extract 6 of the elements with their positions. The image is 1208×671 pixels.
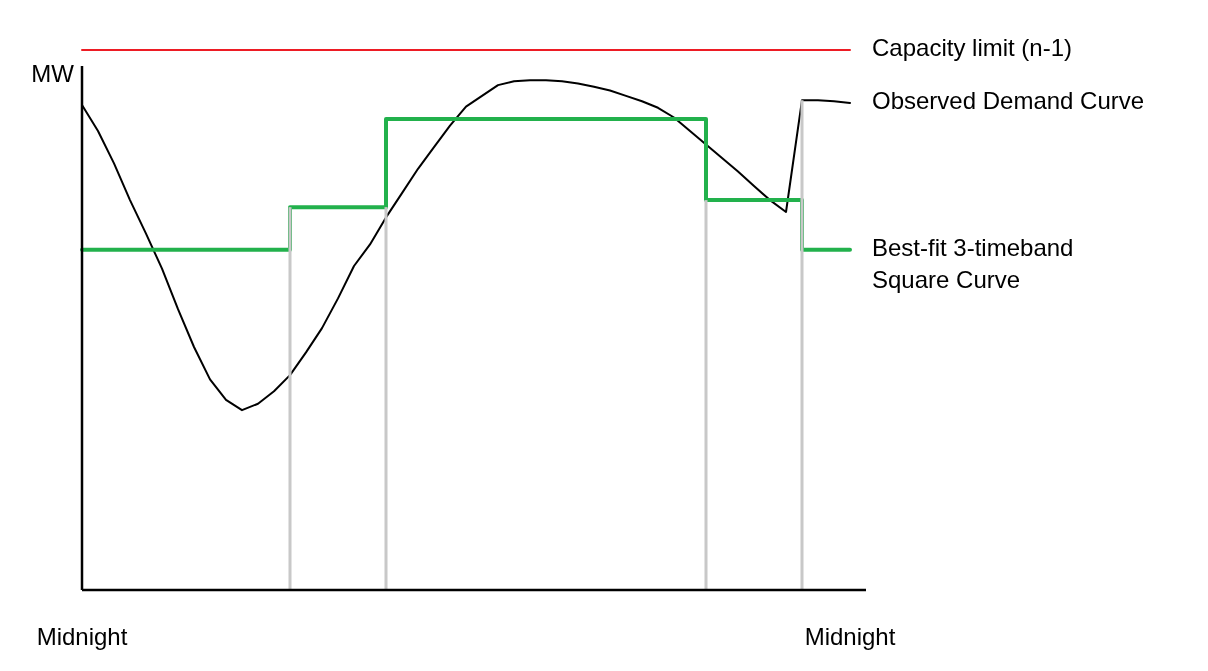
series-label: Best-fit 3-timeband Square Curve [872,234,1074,294]
series-label: Observed Demand Curve [872,87,1145,115]
y-axis-title: MW [31,60,75,87]
x-tick-label: Midnight [804,623,896,650]
x-tick-label: Midnight [36,623,128,650]
series-label: Capacity limit (n-1) [872,34,1073,62]
